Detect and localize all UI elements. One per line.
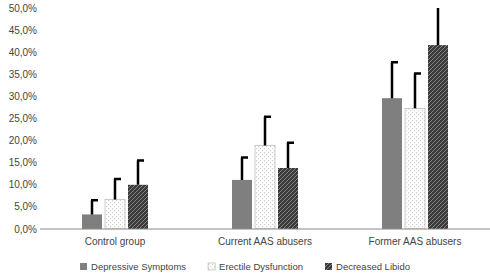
error-bar	[414, 73, 421, 108]
error-bar	[241, 157, 248, 180]
y-tick-label: 45,0%	[9, 25, 37, 36]
y-tick	[38, 74, 40, 75]
y-tick	[38, 118, 40, 119]
bar	[405, 108, 425, 229]
bars	[82, 8, 448, 229]
y-tick-label: 35,0%	[9, 69, 37, 80]
error-bar	[137, 160, 144, 184]
error-bar	[287, 143, 294, 168]
y-tick-label: 5,0%	[14, 201, 37, 212]
error-bar	[437, 8, 444, 45]
y-tick-label: 0,0%	[14, 224, 37, 235]
x-tick-label: Former AAS abusers	[369, 236, 462, 247]
y-tick	[38, 140, 40, 141]
legend-label: Decreased Libido	[336, 261, 410, 272]
bar	[128, 185, 148, 229]
error-bar	[114, 179, 121, 199]
y-tick-label: 30,0%	[9, 91, 37, 102]
bar	[105, 199, 125, 229]
x-tick-label: Current AAS abusers	[218, 236, 312, 247]
y-tick-label: 25,0%	[9, 113, 37, 124]
x-tick-label: Control group	[85, 236, 146, 247]
y-tick	[38, 184, 40, 185]
chart: 0,0% 5,0% 10,0% 15,0% 20,0% 25,0% 30,0% 35,0% 40…	[0, 0, 490, 276]
y-tick	[38, 30, 40, 31]
y-tick	[38, 96, 40, 97]
x-axis	[40, 229, 490, 230]
bar	[428, 45, 448, 229]
legend-swatch	[80, 263, 87, 270]
error-bar	[264, 117, 271, 146]
legend: Depressive Symptoms Erectile Dysfunction D…	[80, 261, 410, 272]
y-tick-label: 40,0%	[9, 47, 37, 58]
bar	[232, 180, 252, 229]
y-tick-label: 20,0%	[9, 135, 37, 146]
y-tick	[38, 8, 40, 9]
y-tick	[38, 229, 40, 230]
legend-label: Erectile Dysfunction	[219, 261, 303, 272]
legend-swatch	[325, 263, 332, 270]
legend-swatch	[208, 263, 215, 270]
y-tick-label: 10,0%	[9, 179, 37, 190]
error-bar	[391, 62, 398, 98]
y-tick-label: 15,0%	[9, 157, 37, 168]
y-tick	[38, 206, 40, 207]
legend-item: Decreased Libido	[325, 261, 410, 272]
bar	[278, 168, 298, 229]
y-tick	[38, 162, 40, 163]
bar	[82, 214, 102, 229]
bar	[382, 98, 402, 229]
y-tick	[38, 52, 40, 53]
y-tick-label: 50,0%	[9, 3, 37, 14]
legend-item: Depressive Symptoms	[80, 261, 186, 272]
bar	[255, 145, 275, 229]
legend-label: Depressive Symptoms	[91, 261, 186, 272]
error-bar	[91, 200, 98, 214]
legend-item: Erectile Dysfunction	[208, 261, 303, 272]
